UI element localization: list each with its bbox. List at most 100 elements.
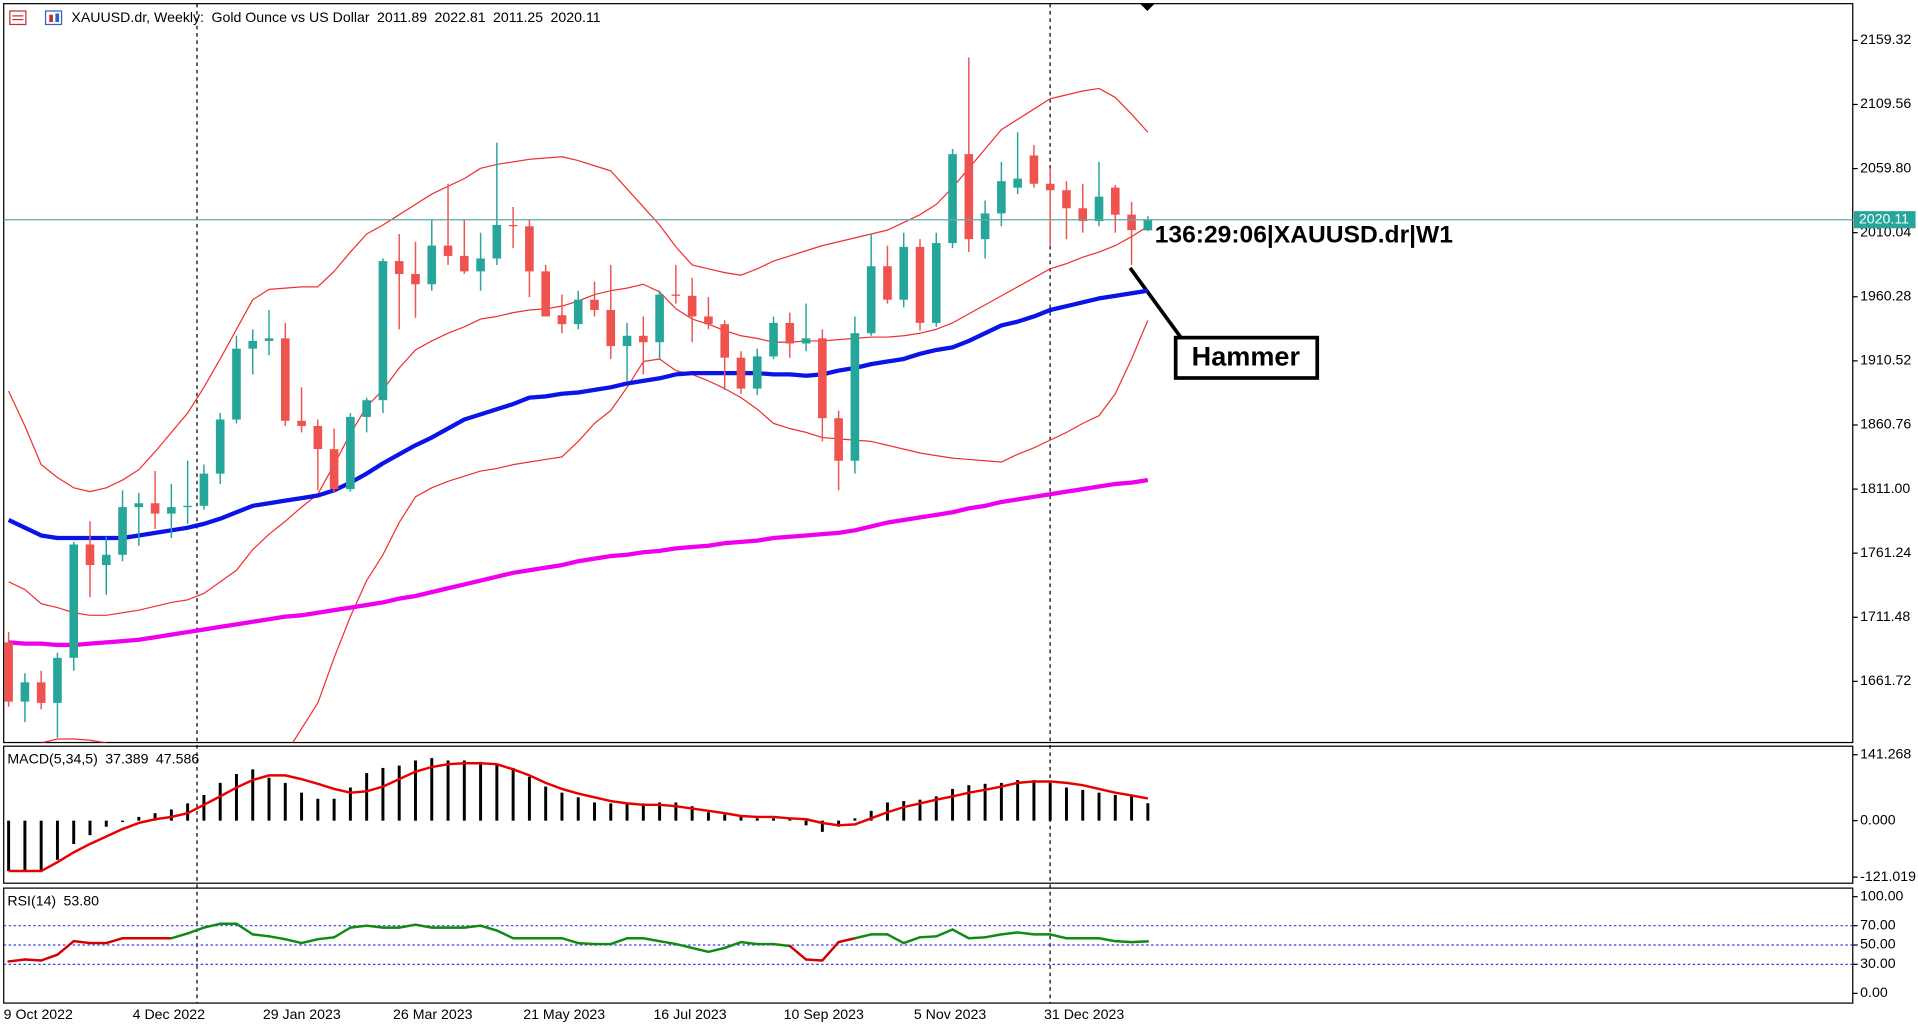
rsi-segment xyxy=(349,924,368,929)
rsi-segment xyxy=(332,926,352,939)
label: 2022.81 xyxy=(434,9,485,25)
candle-body xyxy=(329,449,339,490)
histogram-bar xyxy=(381,767,385,821)
rsi-segment xyxy=(886,933,905,945)
toolbar-icons xyxy=(9,10,63,26)
candle-body xyxy=(443,245,453,256)
histogram-bar xyxy=(169,809,173,821)
histogram-bar xyxy=(804,820,808,826)
histogram-bar xyxy=(137,816,141,821)
y-tick-label: 1761.24 xyxy=(1860,544,1911,560)
rsi-segment xyxy=(1097,937,1117,943)
histogram-bar xyxy=(1081,789,1085,821)
histogram-bar xyxy=(934,796,938,821)
rsi-segment xyxy=(658,939,678,946)
y-tick-label: 1860.76 xyxy=(1860,416,1911,432)
label: 47.586 xyxy=(156,750,199,766)
histogram-bar xyxy=(967,785,971,821)
annotation-pointer xyxy=(1128,266,1184,340)
rsi-segment xyxy=(1016,931,1036,936)
candle-body xyxy=(1143,219,1153,231)
histogram-bar xyxy=(544,786,548,821)
histogram-bar xyxy=(723,814,727,821)
label: 2011.25 xyxy=(493,9,543,25)
rsi-segment xyxy=(7,958,27,963)
candle-body xyxy=(1110,187,1120,215)
rsi-segment xyxy=(300,937,320,945)
histogram-bar xyxy=(55,820,59,860)
label: 2020.11 xyxy=(551,9,601,25)
rsi-segment xyxy=(772,942,792,948)
macd-panel xyxy=(3,745,1854,884)
rsi-segment xyxy=(235,922,254,936)
candle-body xyxy=(264,338,274,341)
price-tag-label: 2020.11 xyxy=(1859,210,1909,226)
rsi-segment xyxy=(1130,940,1150,944)
y-tick-label: 30.00 xyxy=(1860,955,1896,971)
candle-body xyxy=(199,473,209,506)
x-tick-label: 16 Jul 2023 xyxy=(653,1006,726,1022)
histogram-bar xyxy=(918,799,922,821)
candle-body xyxy=(801,338,811,344)
candle-body xyxy=(1094,196,1104,222)
histogram-bar xyxy=(869,810,873,821)
histogram-bar xyxy=(365,773,369,821)
histogram-bar xyxy=(1064,787,1068,821)
histogram-bar xyxy=(609,803,613,821)
histogram-bar xyxy=(414,760,417,821)
rsi-segment xyxy=(202,922,222,929)
candle-body xyxy=(883,266,892,300)
candle-body xyxy=(655,294,664,343)
candle-body xyxy=(736,357,746,389)
candle-body xyxy=(118,507,127,555)
label: XAUUSD.dr, Weekly: xyxy=(71,9,204,25)
candle-body xyxy=(492,224,502,259)
histogram-bar xyxy=(853,818,857,821)
histogram-bar xyxy=(104,820,108,827)
histogram-bar xyxy=(788,819,792,821)
histogram-bar xyxy=(902,801,906,821)
y-tick-label: 0.00 xyxy=(1860,984,1888,1000)
candle-body xyxy=(150,503,160,514)
rsi-segment xyxy=(837,937,857,944)
y-tick-label: 1960.28 xyxy=(1860,288,1911,304)
candle-body xyxy=(590,299,599,311)
rsi-segment xyxy=(577,941,596,946)
rsi-segment xyxy=(739,940,759,946)
candle-body xyxy=(1078,208,1088,222)
histogram-bar xyxy=(527,776,531,821)
histogram-bar xyxy=(706,812,710,821)
main-panel xyxy=(3,3,1854,744)
rsi-segment xyxy=(495,929,515,940)
candle-body xyxy=(980,213,990,240)
y-tick-label: 100.00 xyxy=(1860,887,1903,903)
histogram-bar xyxy=(397,765,401,821)
y-tick-label: 50.00 xyxy=(1860,936,1896,952)
candle-body xyxy=(167,507,176,514)
label: 37.389 xyxy=(105,750,148,766)
y-tick-label: 70.00 xyxy=(1860,916,1896,932)
indicator-line xyxy=(40,320,1149,743)
candle-body xyxy=(752,356,762,389)
label: 2011.89 xyxy=(377,9,427,25)
rsi-segment xyxy=(609,937,629,946)
rsi-segment xyxy=(821,940,840,962)
candle-body xyxy=(20,682,30,702)
histogram-bar xyxy=(1032,780,1036,821)
candle-body xyxy=(183,505,192,508)
candle-body xyxy=(997,181,1006,214)
histogram-bar xyxy=(430,758,434,821)
rsi-segment xyxy=(642,937,661,943)
histogram-bar xyxy=(332,798,336,821)
shift-marker xyxy=(1139,3,1155,12)
x-tick-label: 21 May 2023 xyxy=(523,1006,605,1022)
rsi-segment xyxy=(902,936,922,945)
plot-layer xyxy=(4,57,1153,743)
histogram-bar xyxy=(479,761,483,821)
candle-body xyxy=(1013,178,1022,188)
candle-body xyxy=(541,271,550,317)
price-tag xyxy=(1853,211,1916,229)
candle-body xyxy=(671,294,681,296)
indicator-line xyxy=(8,87,1149,493)
